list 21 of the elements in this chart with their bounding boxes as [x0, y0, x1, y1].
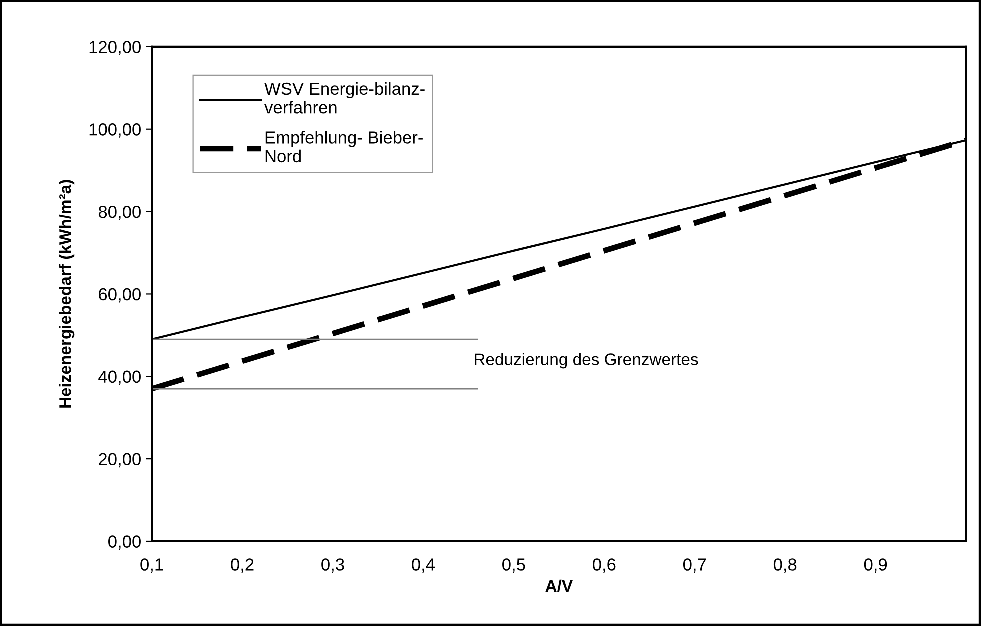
y-tick-label: 60,00: [99, 288, 141, 303]
x-axis-title: A/V: [546, 580, 573, 592]
x-tick-label: 0,1: [140, 558, 164, 573]
legend-label: Empfehlung- Bieber- Nord: [266, 131, 423, 163]
y-tick-label: 100,00: [90, 124, 141, 138]
x-tick-label: 0,6: [593, 558, 616, 573]
x-tick-label: 0,9: [864, 558, 888, 573]
y-tick-label: 40,00: [98, 370, 141, 386]
x-tick-label: 0,4: [412, 558, 436, 573]
y-axis-title: Heizenergiebedarf (kWh/m²a): [59, 180, 75, 408]
x-tick-label: 0,7: [683, 558, 706, 573]
y-tick-label: 120,00: [90, 41, 141, 56]
annotation: Reduzierung des Grenzwertes: [475, 353, 698, 369]
legend-label: WSV Energie-bilanz- verfahren: [264, 82, 425, 114]
y-tick-label: 0,00: [108, 536, 141, 550]
x-tick-label: 0,5: [502, 558, 526, 573]
y-tick-label: 80,00: [98, 206, 141, 220]
x-tick-label: 0,3: [322, 558, 344, 573]
x-tick-label: 0,8: [774, 558, 797, 573]
x-tick-label: 0,2: [231, 558, 254, 573]
y-tick-label: 20,00: [99, 453, 141, 468]
